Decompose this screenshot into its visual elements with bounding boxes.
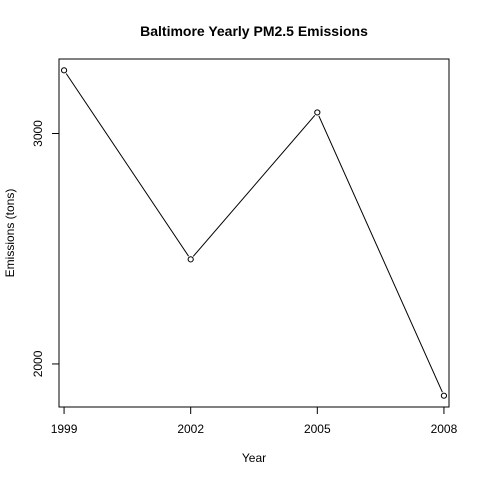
data-point [314,109,321,116]
y-axis-label: Emissions (tons) [3,189,17,278]
data-point [187,256,194,263]
y-axis: 2000 3000 [31,120,60,377]
y-tick-label: 3000 [31,120,45,147]
data-layer [60,67,448,399]
data-point [60,67,68,74]
y-tick-label: 2000 [31,350,45,377]
series-line-segment [192,115,316,257]
series-line-segment [65,73,189,257]
x-axis: 1999 2002 2005 2008 [51,406,458,436]
x-tick-label: 2005 [304,422,331,436]
x-tick-label: 2008 [431,422,458,436]
plot-frame [58,58,450,408]
x-tick-label: 1999 [51,422,78,436]
chart-title: Baltimore Yearly PM2.5 Emissions [140,23,368,39]
series-line-segment [318,115,443,393]
x-axis-label: Year [242,451,266,465]
x-tick-label: 2002 [177,422,204,436]
data-point [440,392,448,399]
